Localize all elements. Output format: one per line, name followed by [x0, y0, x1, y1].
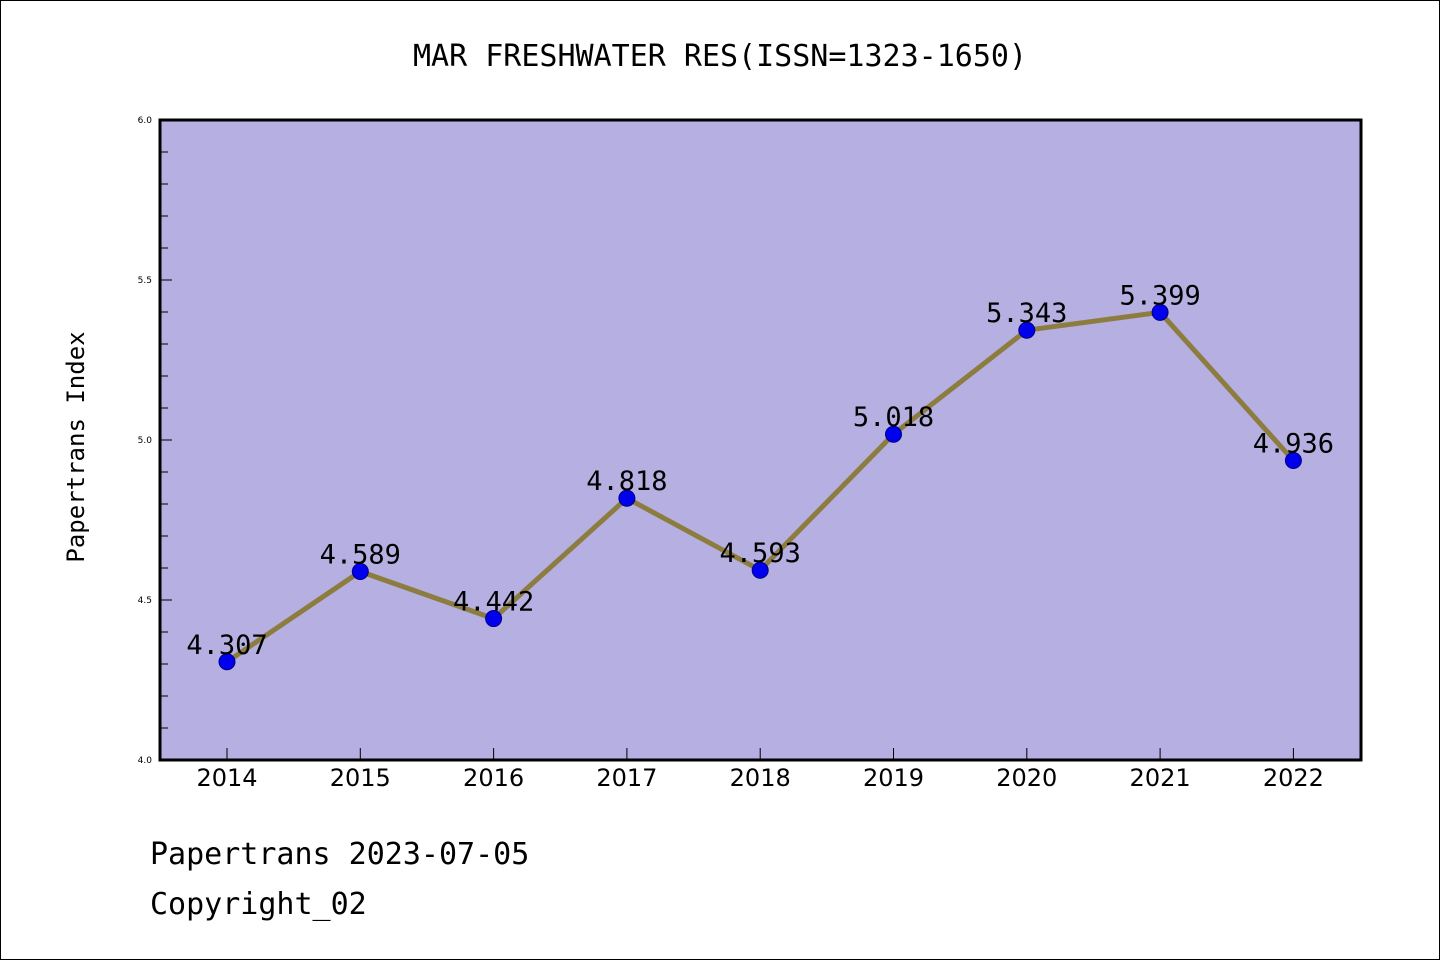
y-tick-label: 6.0: [138, 116, 153, 126]
data-label: 4.593: [720, 538, 801, 569]
y-tick-label: 5.5: [138, 276, 152, 286]
y-axis-ticks: 4.0 4.5 5.0 5.5 6.0: [138, 116, 172, 766]
data-label: 4.818: [586, 466, 667, 497]
data-point: [1284, 451, 1302, 469]
x-tick-label: 2019: [863, 764, 924, 792]
data-labels: 4.307 4.589 4.442 4.818 4.593 5.018 5.343 5.399…: [186, 280, 1334, 660]
data-label: 5.399: [1119, 280, 1200, 311]
data-label: 5.343: [986, 298, 1067, 329]
data-label: 4.442: [453, 587, 534, 618]
y-tick-label: 4.5: [138, 596, 152, 606]
x-tick-label: 2020: [996, 764, 1057, 792]
x-tick-label: 2015: [330, 764, 391, 792]
data-point: [1018, 321, 1036, 339]
x-tick-label: 2016: [463, 764, 524, 792]
x-tick-label: 2021: [1130, 764, 1191, 792]
x-tick-label: 2017: [596, 764, 657, 792]
data-label: 4.936: [1253, 428, 1334, 459]
data-point: [885, 425, 902, 443]
y-axis-label: Papertrans Index: [62, 331, 90, 562]
data-point: [351, 563, 369, 581]
data-point: [618, 489, 636, 507]
data-point: [218, 653, 236, 671]
footer-copyright: Copyright_02: [150, 887, 367, 922]
x-axis-ticks: 2014 2015 2016 2017 2018 2019 2020 2021 2022: [196, 748, 1324, 792]
x-tick-label: 2018: [730, 764, 791, 792]
x-tick-label: 2022: [1263, 764, 1324, 792]
data-label: 4.589: [320, 540, 401, 571]
y-tick-label: 4.0: [138, 756, 153, 766]
plot-area: [158, 118, 1363, 762]
data-point: [1151, 303, 1169, 321]
data-label: 4.307: [186, 630, 267, 661]
x-tick-label: 2014: [196, 764, 257, 792]
data-markers: [218, 303, 1302, 671]
data-point: [751, 561, 769, 579]
chart-title: MAR FRESHWATER RES(ISSN=1323-1650): [413, 39, 1027, 74]
data-label: 5.018: [853, 402, 934, 433]
y-tick-label: 5.0: [138, 436, 153, 446]
footer-date-stamp: Papertrans 2023-07-05: [150, 837, 529, 872]
data-point: [485, 610, 503, 628]
